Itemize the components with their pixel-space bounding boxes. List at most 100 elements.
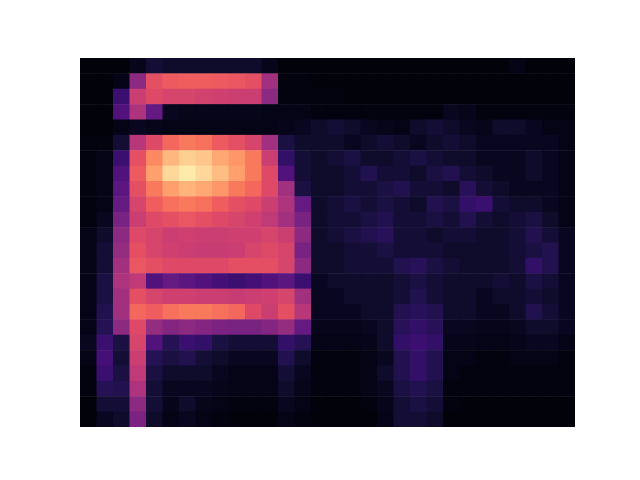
heatmap-cell xyxy=(542,135,559,151)
heatmap-cell xyxy=(476,304,493,320)
heatmap-cell xyxy=(443,89,460,105)
heatmap-cell xyxy=(509,227,526,243)
heatmap-cell xyxy=(97,58,114,74)
heatmap-cell xyxy=(163,120,180,136)
heatmap-cell xyxy=(328,304,345,320)
heatmap-cell xyxy=(295,135,312,151)
heatmap-cell xyxy=(526,120,543,136)
heatmap-cell xyxy=(542,273,559,289)
heatmap-cell xyxy=(509,150,526,166)
heatmap-cell xyxy=(212,166,229,182)
heatmap-cell xyxy=(113,289,130,305)
heatmap-cell xyxy=(196,366,213,382)
heatmap-cell xyxy=(443,181,460,197)
heatmap-cell xyxy=(179,196,196,212)
heatmap-cell xyxy=(80,181,97,197)
heatmap-cell xyxy=(80,227,97,243)
heatmap-cell xyxy=(113,227,130,243)
heatmap-cell xyxy=(377,58,394,74)
heatmap-cell xyxy=(361,166,378,182)
heatmap-cell xyxy=(97,258,114,274)
heatmap-cell xyxy=(245,243,262,259)
heatmap-cell xyxy=(163,196,180,212)
heatmap-cell xyxy=(460,135,477,151)
heatmap-cell xyxy=(113,350,130,366)
heatmap-cell xyxy=(509,412,526,427)
heatmap-cell xyxy=(410,150,427,166)
heatmap-cell xyxy=(245,58,262,74)
heatmap-cell xyxy=(443,104,460,120)
heatmap-cell xyxy=(163,335,180,351)
heatmap-cell xyxy=(80,58,97,74)
heatmap-cell xyxy=(146,58,163,74)
heatmap-cell xyxy=(377,289,394,305)
heatmap-cell xyxy=(80,120,97,136)
heatmap-cell xyxy=(493,350,510,366)
heatmap-cell xyxy=(509,73,526,89)
heatmap-cell xyxy=(311,319,328,335)
heatmap-cell xyxy=(196,135,213,151)
heatmap-cell xyxy=(361,135,378,151)
heatmap-cell xyxy=(410,166,427,182)
heatmap-cell xyxy=(427,381,444,397)
heatmap-cell xyxy=(427,289,444,305)
heatmap-cell xyxy=(559,212,576,228)
heatmap-cell xyxy=(179,304,196,320)
heatmap-cell xyxy=(542,350,559,366)
heatmap-cell xyxy=(509,120,526,136)
heatmap-cell xyxy=(179,412,196,427)
heatmap-cell xyxy=(130,89,147,105)
heatmap-cell xyxy=(163,104,180,120)
heatmap-cell xyxy=(311,381,328,397)
heatmap-cell xyxy=(542,181,559,197)
heatmap-cell xyxy=(311,120,328,136)
heatmap-cell xyxy=(427,350,444,366)
heatmap-cell xyxy=(443,227,460,243)
heatmap-cell xyxy=(179,243,196,259)
heatmap-cell xyxy=(361,212,378,228)
heatmap-cell xyxy=(113,366,130,382)
heatmap-cell xyxy=(410,227,427,243)
heatmap-cell xyxy=(410,258,427,274)
heatmap-cell xyxy=(146,181,163,197)
heatmap-cell xyxy=(97,73,114,89)
heatmap-cell xyxy=(229,181,246,197)
heatmap-cell xyxy=(526,335,543,351)
heatmap-cell xyxy=(179,166,196,182)
heatmap-cell xyxy=(146,273,163,289)
heatmap-cell xyxy=(245,196,262,212)
heatmap-cell xyxy=(163,150,180,166)
heatmap-cell xyxy=(328,58,345,74)
heatmap-cell xyxy=(542,258,559,274)
heatmap-cell xyxy=(113,196,130,212)
heatmap-cell xyxy=(295,243,312,259)
heatmap-cell xyxy=(97,89,114,105)
heatmap-cell xyxy=(229,396,246,412)
heatmap-cell xyxy=(163,396,180,412)
heatmap-cell xyxy=(493,258,510,274)
heatmap-cell xyxy=(526,273,543,289)
heatmap-cell xyxy=(509,258,526,274)
heatmap-cell xyxy=(245,273,262,289)
heatmap-cell xyxy=(130,181,147,197)
heatmap-cell xyxy=(196,258,213,274)
heatmap-cell xyxy=(146,366,163,382)
heatmap-cell xyxy=(311,227,328,243)
heatmap-cell xyxy=(509,58,526,74)
heatmap-cell xyxy=(493,289,510,305)
heatmap-cell xyxy=(361,304,378,320)
heatmap-cell xyxy=(460,89,477,105)
heatmap-cell xyxy=(410,350,427,366)
heatmap-cell xyxy=(80,196,97,212)
heatmap-cell xyxy=(113,273,130,289)
heatmap-cell xyxy=(443,273,460,289)
heatmap-cell xyxy=(460,273,477,289)
heatmap-cell xyxy=(262,166,279,182)
heatmap-cell xyxy=(377,381,394,397)
heatmap-cell xyxy=(295,396,312,412)
heatmap-cell xyxy=(311,135,328,151)
heatmap-cell xyxy=(295,196,312,212)
heatmap-cell xyxy=(229,319,246,335)
heatmap-cell xyxy=(146,135,163,151)
heatmap-cell xyxy=(311,304,328,320)
